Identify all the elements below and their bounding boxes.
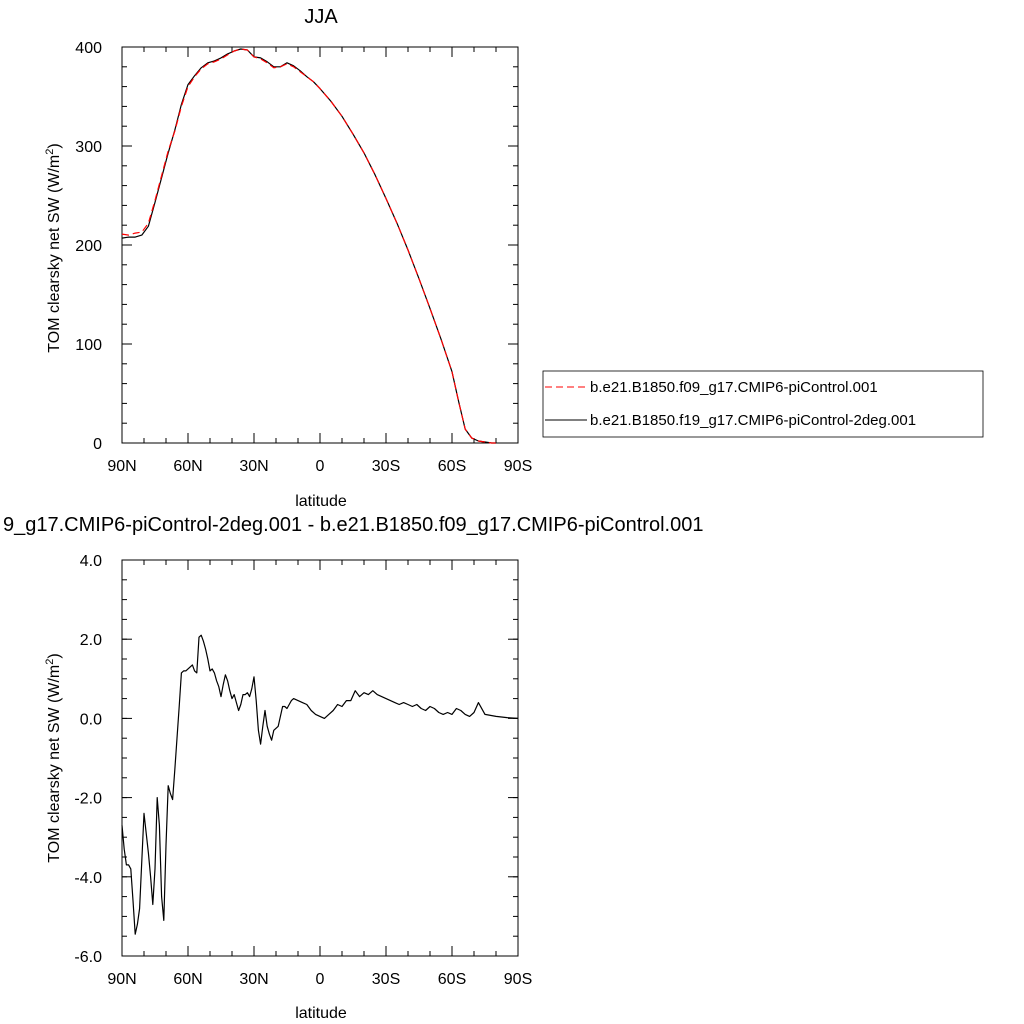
top-y-axis-label: TOM clearsky net SW (W/m2)	[44, 143, 63, 352]
bottom-panel: 90N 60N 30N 0 30S 60S 90S -6.0 -4.0 -2.0 0.0 2.0 4.0…	[3, 514, 703, 1022]
x-tick-label: 0	[316, 971, 325, 988]
series-line-1	[121, 634, 519, 935]
x-tick-label: 60S	[438, 971, 466, 988]
bottom-y-axis-label: TOM clearsky net SW (W/m2)	[44, 653, 63, 862]
bottom-panel-title: 9_g17.CMIP6-piControl-2deg.001 - b.e21.B…	[3, 514, 703, 536]
series-line-1	[121, 48, 496, 444]
x-tick-label: 30N	[239, 971, 268, 988]
top-panel: 90N 60N 30N 0 30S 60S 90S 0 100 200 300 400 JJA lat…	[44, 6, 984, 510]
legend: b.e21.B1850.f09_g17.CMIP6-piControl.001 …	[542, 370, 984, 438]
y-tick-label: 100	[75, 337, 102, 354]
x-tick-label: 60S	[438, 458, 466, 475]
x-tick-label: 90S	[504, 971, 532, 988]
top-panel-title: JJA	[304, 6, 338, 28]
x-tick-label: 90S	[504, 458, 532, 475]
x-tick-label: 30S	[372, 458, 400, 475]
x-tick-label: 30S	[372, 971, 400, 988]
y-tick-label: -6.0	[74, 949, 102, 966]
bottom-plot-area: 90N 60N 30N 0 30S 60S 90S -6.0 -4.0 -2.0 0.0 2.0 4.0	[74, 553, 532, 988]
y-tick-label: -2.0	[74, 791, 102, 808]
top-x-axis-label: latitude	[295, 493, 347, 510]
top-plot-area: 90N 60N 30N 0 30S 60S 90S 0 100 200 300 400	[75, 40, 532, 475]
y-tick-label: 0	[93, 436, 102, 453]
y-tick-label: 200	[75, 238, 102, 255]
x-tick-label: 60N	[173, 971, 202, 988]
legend-box	[542, 370, 984, 438]
x-tick-label: 30N	[239, 458, 268, 475]
legend-label-series-1: b.e21.B1850.f09_g17.CMIP6-piControl.001	[590, 379, 878, 396]
y-tick-label: -4.0	[74, 870, 102, 887]
bottom-x-axis-label: latitude	[295, 1005, 347, 1022]
y-tick-label: 300	[75, 139, 102, 156]
x-tick-label: 90N	[107, 458, 136, 475]
y-tick-label: 4.0	[80, 553, 102, 570]
y-tick-label: 2.0	[80, 632, 102, 649]
y-tick-label: 0.0	[80, 711, 102, 728]
legend-label-series-2: b.e21.B1850.f19_g17.CMIP6-piControl-2deg…	[590, 412, 916, 429]
x-tick-label: 90N	[107, 971, 136, 988]
x-tick-label: 60N	[173, 458, 202, 475]
y-tick-label: 400	[75, 40, 102, 57]
x-tick-label: 0	[316, 458, 325, 475]
